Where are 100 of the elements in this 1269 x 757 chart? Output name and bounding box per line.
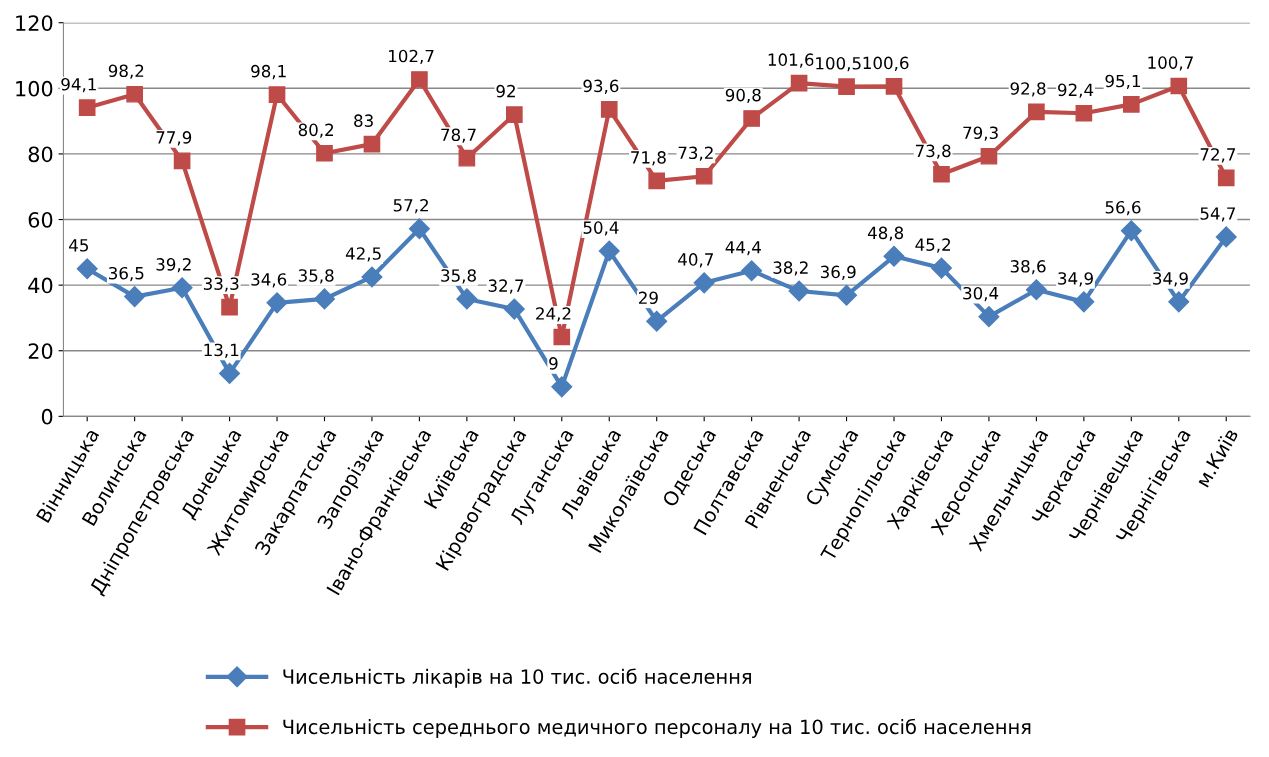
data-label: 79,3	[963, 126, 998, 141]
data-label: 92	[496, 84, 515, 98]
y-tick-label: 80	[28, 146, 53, 163]
y-tick-label: 100	[16, 80, 53, 97]
point	[553, 328, 571, 346]
y-tick-label: 20	[28, 343, 53, 359]
y-tick-label: 40	[28, 277, 53, 294]
y-tick-label: 0	[41, 408, 53, 425]
data-label: 92,8	[1010, 82, 1046, 97]
point	[930, 257, 952, 279]
data-label: 83	[354, 114, 373, 127]
data-label: 34,6	[251, 273, 287, 288]
point	[741, 260, 763, 282]
data-label: 72,7	[1200, 148, 1236, 163]
data-label: 100,6	[863, 56, 909, 71]
data-label: 73,2	[678, 146, 713, 161]
point	[363, 135, 381, 153]
point	[126, 85, 143, 103]
data-label: 56,6	[1105, 200, 1141, 216]
y-tick-label: 60	[28, 211, 53, 228]
point	[458, 149, 476, 167]
data-label: 45,2	[915, 238, 951, 253]
data-label: 71,8	[631, 151, 666, 166]
point	[361, 266, 383, 288]
data-label: 24,2	[536, 307, 571, 322]
point	[1122, 96, 1140, 113]
data-label: 13,1	[204, 343, 239, 358]
point	[646, 310, 668, 332]
data-label: 45	[69, 239, 88, 252]
point	[978, 306, 1000, 328]
data-label: 30,4	[963, 286, 999, 302]
point	[78, 99, 96, 117]
data-label: 100,7	[1148, 56, 1193, 71]
point	[313, 288, 335, 310]
data-label: 73,8	[915, 144, 951, 159]
data-label: 36,9	[820, 265, 856, 280]
point	[790, 74, 808, 92]
point	[171, 277, 193, 299]
point	[980, 147, 998, 165]
data-label: 54,7	[1200, 207, 1236, 222]
point	[411, 71, 428, 88]
point	[266, 292, 288, 314]
point	[883, 245, 905, 267]
data-label: 50,4	[583, 221, 619, 236]
point	[1025, 279, 1047, 301]
point	[408, 218, 430, 240]
data-label: 57,2	[393, 198, 428, 214]
point	[1168, 291, 1190, 313]
data-label: 34,9	[1058, 272, 1093, 287]
point	[1170, 77, 1188, 95]
data-label: 36,5	[109, 266, 144, 282]
point	[124, 286, 146, 308]
point	[695, 167, 713, 185]
data-label: 78,7	[441, 128, 476, 143]
point	[505, 106, 523, 123]
point	[693, 272, 715, 294]
point	[1217, 169, 1235, 187]
point	[788, 280, 810, 302]
data-label: 95,1	[1105, 74, 1140, 89]
point	[648, 172, 666, 190]
data-label: 42,5	[345, 247, 381, 262]
data-label: 29	[638, 291, 658, 305]
data-label: 38,2	[773, 261, 808, 276]
data-label: 94,1	[61, 77, 96, 93]
data-label: 90,8	[725, 88, 761, 104]
point	[173, 152, 191, 170]
data-label: 38,6	[1010, 260, 1046, 275]
point	[885, 78, 903, 95]
point	[836, 284, 858, 306]
point	[1073, 291, 1095, 313]
point	[76, 258, 98, 280]
point	[221, 298, 238, 316]
point	[219, 362, 241, 384]
point	[1215, 226, 1237, 248]
point	[1075, 104, 1093, 122]
y-tick-label: 120	[16, 15, 53, 31]
point	[933, 165, 950, 183]
data-label: 98,1	[251, 64, 286, 80]
legend-label: Чисельність середнього медичного персоналу на 10 тис. осіб населення	[283, 718, 1031, 738]
data-label: 100,5	[816, 56, 861, 72]
point	[456, 288, 478, 310]
point	[1028, 103, 1045, 121]
point	[838, 78, 855, 96]
data-label: 102,7	[389, 49, 434, 65]
data-label: 80,2	[298, 123, 334, 138]
point	[743, 110, 760, 127]
point	[268, 86, 286, 103]
data-label: 92,4	[1058, 83, 1094, 98]
data-label: 44,4	[725, 241, 761, 256]
point	[1120, 220, 1142, 242]
point	[551, 376, 573, 398]
data-label: 93,6	[583, 79, 619, 94]
point	[503, 298, 525, 320]
point	[316, 144, 333, 162]
data-label: 101,6	[768, 53, 814, 68]
data-label: 35,8	[441, 269, 476, 284]
data-label: 9	[549, 357, 558, 370]
data-label: 48,8	[867, 226, 904, 241]
data-label: 98,2	[108, 64, 144, 79]
data-label: 33,3	[203, 277, 239, 292]
